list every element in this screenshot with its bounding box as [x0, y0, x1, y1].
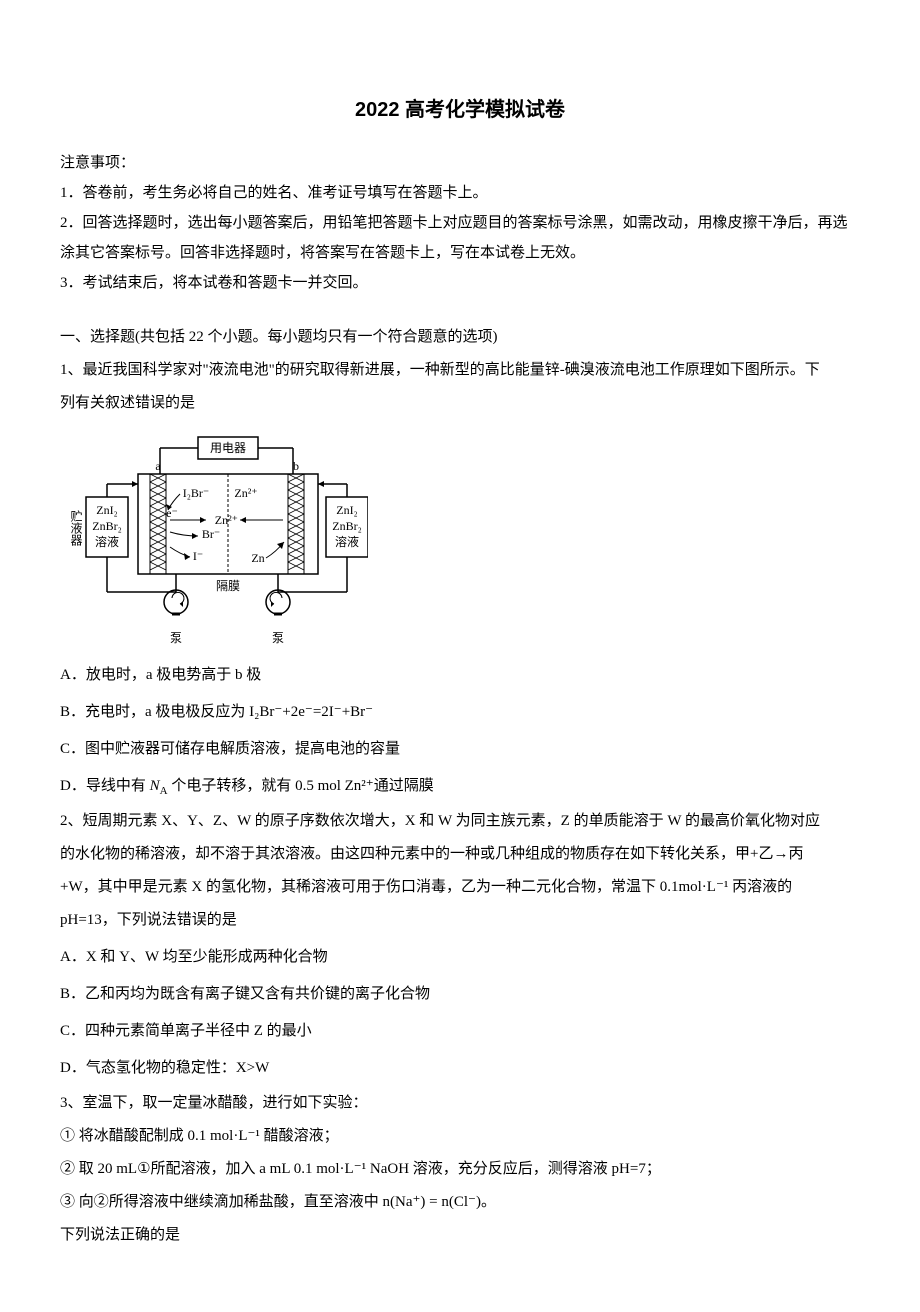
pump-left-label: 泵 — [170, 631, 182, 645]
notice-item-1: 1．答卷前，考生务必将自己的姓名、准考证号填写在答题卡上。 — [60, 178, 860, 208]
pump-right-label: 泵 — [272, 631, 284, 645]
sol-l1: ZnI₂ — [96, 503, 118, 517]
exam-title: 2022 高考化学模拟试卷 — [60, 90, 860, 130]
sol-r3: 溶液 — [335, 534, 359, 549]
section-1-header: 一、选择题(共包括 22 个小题。每小题均只有一个符合题意的选项) — [60, 322, 860, 352]
q1-stem-line1: 1、最近我国科学家对"液流电池"的研究取得新进展，一种新型的高比能量锌-碘溴液流… — [60, 354, 860, 387]
question-2: 2、短周期元素 X、Y、Z、W 的原子序数依次增大，X 和 W 为同主族元素，Z… — [60, 805, 860, 1085]
q1d-nasub: A — [160, 785, 168, 797]
e-minus-label: e⁻ — [166, 506, 178, 520]
q1-option-c: C．图中贮液器可储存电解质溶液，提高电池的容量 — [60, 733, 860, 766]
diagram-membrane-label: 隔膜 — [216, 579, 240, 593]
q2-line2: 的水化物的稀溶液，却不溶于其浓溶液。由这四种元素中的一种或几种组成的物质存在如下… — [60, 838, 860, 871]
q1-stem-line2: 列有关叙述错误的是 — [60, 387, 860, 420]
q2-option-a: A．X 和 Y、W 均至少能形成两种化合物 — [60, 941, 860, 974]
q3-step2: ② 取 20 mL①所配溶液，加入 a mL 0.1 mol·L⁻¹ NaOH … — [60, 1153, 860, 1186]
q3-step1: ① 将冰醋酸配制成 0.1 mol·L⁻¹ 醋酸溶液； — [60, 1120, 860, 1153]
diagram-electrode-b-label: b — [293, 459, 299, 473]
zn-label: Zn — [251, 551, 264, 565]
q3-stem: 3、室温下，取一定量冰醋酸，进行如下实验： — [60, 1087, 860, 1120]
sol-r2: ZnBr₂ — [332, 519, 362, 533]
q3-step3: ③ 向②所得溶液中继续滴加稀盐酸，直至溶液中 n(Na⁺) = n(Cl⁻)。 — [60, 1186, 860, 1219]
q2-option-c: C．四种元素简单离子半径中 Z 的最小 — [60, 1015, 860, 1048]
q2-option-d: D．气态氢化物的稳定性：X>W — [60, 1052, 860, 1085]
q2-line4: pH=13，下列说法错误的是 — [60, 904, 860, 937]
sol-l3: 溶液 — [95, 534, 119, 549]
reservoir-left-label: 贮液器 — [69, 509, 83, 547]
q1d-na: N — [150, 778, 160, 794]
q3-tail: 下列说法正确的是 — [60, 1219, 860, 1252]
q2-line3: +W，其中甲是元素 X 的氢化物，其稀溶液可用于伤口消毒，乙为一种二元化合物，常… — [60, 871, 860, 904]
zn2-label-2: Zn²⁺ — [215, 513, 238, 527]
q1-option-b: B．充电时，a 极电极反应为 I₂Br⁻+2e⁻=2I⁻+Br⁻ — [60, 696, 860, 729]
notice-item-3: 3．考试结束后，将本试卷和答题卡一并交回。 — [60, 268, 860, 298]
q1-option-d: D．导线中有 NA 个电子转移，就有 0.5 mol Zn²⁺通过隔膜 — [60, 770, 860, 803]
notice-header: 注意事项： — [60, 148, 860, 178]
question-1: 1、最近我国科学家对"液流电池"的研究取得新进展，一种新型的高比能量锌-碘溴液流… — [60, 354, 860, 803]
zn2-label-1: Zn²⁺ — [234, 486, 257, 500]
q1d-prefix: D．导线中有 — [60, 778, 150, 794]
diagram-electrode-a-label: a — [155, 459, 161, 473]
battery-diagram: 用电器 a b 隔膜 — [68, 432, 368, 647]
q1d-suffix: 个电子转移，就有 0.5 mol Zn²⁺通过隔膜 — [168, 778, 434, 794]
notice-item-2: 2．回答选择题时，选出每小题答案后，用铅笔把答题卡上对应题目的答案标号涂黑，如需… — [60, 208, 860, 268]
diagram-appliance-label: 用电器 — [210, 441, 246, 455]
sol-l2: ZnBr₂ — [92, 519, 122, 533]
q2-line1: 2、短周期元素 X、Y、Z、W 的原子序数依次增大，X 和 W 为同主族元素，Z… — [60, 805, 860, 838]
br-label: Br⁻ — [202, 527, 220, 541]
q2-option-b: B．乙和丙均为既含有离子键又含有共价键的离子化合物 — [60, 978, 860, 1011]
q1-option-a: A．放电时，a 极电势高于 b 极 — [60, 659, 860, 692]
question-3: 3、室温下，取一定量冰醋酸，进行如下实验： ① 将冰醋酸配制成 0.1 mol·… — [60, 1087, 860, 1252]
i2br-label: I₂Br⁻ — [183, 486, 210, 500]
i-minus-label: I⁻ — [193, 549, 203, 563]
sol-r1: ZnI₂ — [336, 503, 358, 517]
